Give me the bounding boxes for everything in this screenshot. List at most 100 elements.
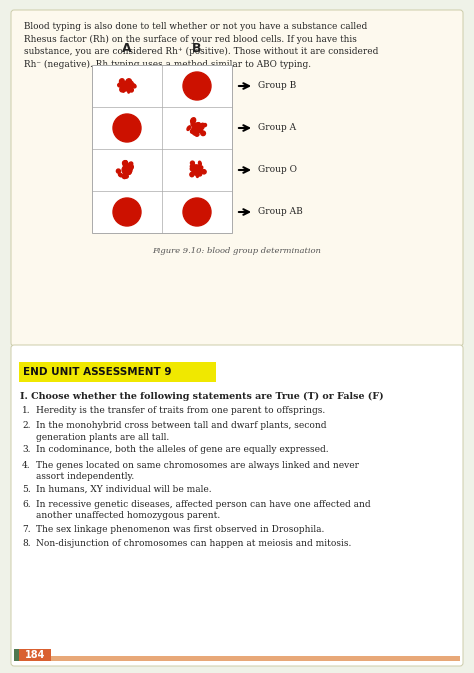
Text: The genes located on same chromosomes are always linked and never: The genes located on same chromosomes ar… xyxy=(36,460,359,470)
Circle shape xyxy=(183,114,211,142)
Ellipse shape xyxy=(191,164,196,169)
Text: assort independently.: assort independently. xyxy=(36,472,134,481)
Circle shape xyxy=(113,114,141,142)
Ellipse shape xyxy=(191,118,196,124)
Ellipse shape xyxy=(191,131,196,135)
Text: In humans, XY individual will be male.: In humans, XY individual will be male. xyxy=(36,485,211,494)
FancyBboxPatch shape xyxy=(11,345,463,666)
Text: 7.: 7. xyxy=(22,524,31,534)
FancyBboxPatch shape xyxy=(11,10,463,346)
Ellipse shape xyxy=(190,172,194,177)
Bar xyxy=(92,65,232,233)
Text: In recessive genetic diseases, affected person can have one affected and: In recessive genetic diseases, affected … xyxy=(36,500,371,509)
Circle shape xyxy=(183,156,211,184)
Ellipse shape xyxy=(195,122,201,129)
Ellipse shape xyxy=(201,131,205,135)
Text: Rhesus factor (Rh) on the surface of your red blood cells. If you have this: Rhesus factor (Rh) on the surface of you… xyxy=(24,34,357,44)
Ellipse shape xyxy=(192,123,202,133)
Ellipse shape xyxy=(128,86,131,93)
Text: In codominance, both the alleles of gene are equally expressed.: In codominance, both the alleles of gene… xyxy=(36,446,328,454)
Text: Non-disjunction of chromosomes can happen at meiosis and mitosis.: Non-disjunction of chromosomes can happe… xyxy=(36,540,351,548)
Text: 3.: 3. xyxy=(22,446,30,454)
Ellipse shape xyxy=(122,81,132,91)
Ellipse shape xyxy=(127,170,131,174)
Ellipse shape xyxy=(131,83,136,88)
Ellipse shape xyxy=(130,88,133,92)
Ellipse shape xyxy=(191,128,195,133)
Text: B: B xyxy=(192,42,202,55)
Ellipse shape xyxy=(192,165,202,175)
Text: In the monohybrid cross between tall and dwarf plants, second: In the monohybrid cross between tall and… xyxy=(36,421,327,430)
Text: 6.: 6. xyxy=(22,500,31,509)
Text: Group B: Group B xyxy=(258,81,296,90)
Text: 8.: 8. xyxy=(22,540,31,548)
Ellipse shape xyxy=(190,167,194,171)
Circle shape xyxy=(183,198,211,226)
Ellipse shape xyxy=(125,175,128,178)
Text: I. Choose whether the following statements are True (T) or False (F): I. Choose whether the following statemen… xyxy=(20,392,383,401)
Ellipse shape xyxy=(196,172,201,176)
Ellipse shape xyxy=(192,172,198,175)
Ellipse shape xyxy=(129,165,133,169)
Text: Blood typing is also done to tell whether or not you have a substance called: Blood typing is also done to tell whethe… xyxy=(24,22,367,31)
Ellipse shape xyxy=(194,165,199,170)
Ellipse shape xyxy=(126,79,131,83)
Ellipse shape xyxy=(128,81,134,86)
Text: Group O: Group O xyxy=(258,166,297,174)
Ellipse shape xyxy=(200,123,204,130)
Text: 2.: 2. xyxy=(22,421,30,430)
Ellipse shape xyxy=(200,166,203,169)
Ellipse shape xyxy=(122,165,132,175)
Ellipse shape xyxy=(203,124,207,127)
Text: The sex linkage phenomenon was first observed in Drosophila.: The sex linkage phenomenon was first obs… xyxy=(36,524,324,534)
Ellipse shape xyxy=(191,122,195,126)
Ellipse shape xyxy=(123,87,127,92)
Ellipse shape xyxy=(123,161,127,166)
Ellipse shape xyxy=(128,167,133,172)
Text: 4.: 4. xyxy=(22,460,31,470)
Circle shape xyxy=(113,72,141,100)
Bar xyxy=(51,656,460,661)
Text: 184: 184 xyxy=(25,650,45,660)
Circle shape xyxy=(113,198,141,226)
Text: END UNIT ASSESSMENT 9: END UNIT ASSESSMENT 9 xyxy=(23,367,172,377)
Ellipse shape xyxy=(197,129,202,132)
Ellipse shape xyxy=(123,166,127,172)
Text: Heredity is the transfer of traits from one parent to offsprings.: Heredity is the transfer of traits from … xyxy=(36,406,325,415)
Bar xyxy=(14,649,19,661)
Ellipse shape xyxy=(201,170,206,174)
Ellipse shape xyxy=(196,168,200,174)
Text: another unaffected homozygous parent.: another unaffected homozygous parent. xyxy=(36,511,220,520)
Ellipse shape xyxy=(191,161,194,165)
Ellipse shape xyxy=(195,133,199,136)
Bar xyxy=(19,649,51,661)
FancyBboxPatch shape xyxy=(19,362,216,382)
Ellipse shape xyxy=(196,171,199,178)
Text: A: A xyxy=(122,42,132,55)
Ellipse shape xyxy=(125,82,130,87)
Ellipse shape xyxy=(128,162,133,167)
Ellipse shape xyxy=(199,162,201,166)
Ellipse shape xyxy=(126,87,129,90)
Circle shape xyxy=(183,72,211,100)
Text: substance, you are considered Rh⁺ (positive). Those without it are considered: substance, you are considered Rh⁺ (posit… xyxy=(24,47,378,56)
Text: 1.: 1. xyxy=(22,406,31,415)
Ellipse shape xyxy=(122,83,128,87)
Text: Group A: Group A xyxy=(258,124,296,133)
Ellipse shape xyxy=(118,83,123,87)
Ellipse shape xyxy=(127,169,131,173)
Ellipse shape xyxy=(195,126,199,129)
Text: 5.: 5. xyxy=(22,485,31,494)
Text: Rh⁻ (negative). Rh typing uses a method similar to ABO typing.: Rh⁻ (negative). Rh typing uses a method … xyxy=(24,59,311,69)
Ellipse shape xyxy=(187,126,191,131)
Circle shape xyxy=(113,156,141,184)
Ellipse shape xyxy=(123,161,128,167)
Text: generation plants are all tall.: generation plants are all tall. xyxy=(36,433,169,441)
Ellipse shape xyxy=(119,79,124,83)
Text: Group AB: Group AB xyxy=(258,207,303,217)
Ellipse shape xyxy=(118,173,122,177)
Ellipse shape xyxy=(117,169,120,173)
Text: Figure 9.10: blood group determination: Figure 9.10: blood group determination xyxy=(152,247,321,255)
Ellipse shape xyxy=(122,174,127,178)
Ellipse shape xyxy=(120,87,125,92)
